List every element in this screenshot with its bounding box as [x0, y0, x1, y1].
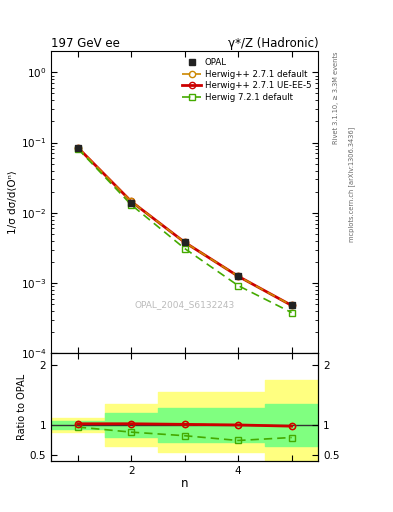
Text: OPAL_2004_S6132243: OPAL_2004_S6132243 [134, 301, 235, 309]
Legend: OPAL, Herwig++ 2.7.1 default, Herwig++ 2.7.1 UE-EE-5, Herwig 7.2.1 default: OPAL, Herwig++ 2.7.1 default, Herwig++ 2… [180, 55, 314, 104]
Y-axis label: Ratio to OPAL: Ratio to OPAL [17, 374, 27, 440]
Y-axis label: 1/σ dσ/d⟨Oⁿ⟩: 1/σ dσ/d⟨Oⁿ⟩ [8, 170, 18, 234]
X-axis label: n: n [181, 477, 189, 490]
Text: 197 GeV ee: 197 GeV ee [51, 37, 120, 50]
Text: γ*/Z (Hadronic): γ*/Z (Hadronic) [228, 37, 318, 50]
Text: mcplots.cern.ch [arXiv:1306.3436]: mcplots.cern.ch [arXiv:1306.3436] [348, 126, 355, 242]
Text: Rivet 3.1.10, ≥ 3.3M events: Rivet 3.1.10, ≥ 3.3M events [333, 51, 339, 143]
